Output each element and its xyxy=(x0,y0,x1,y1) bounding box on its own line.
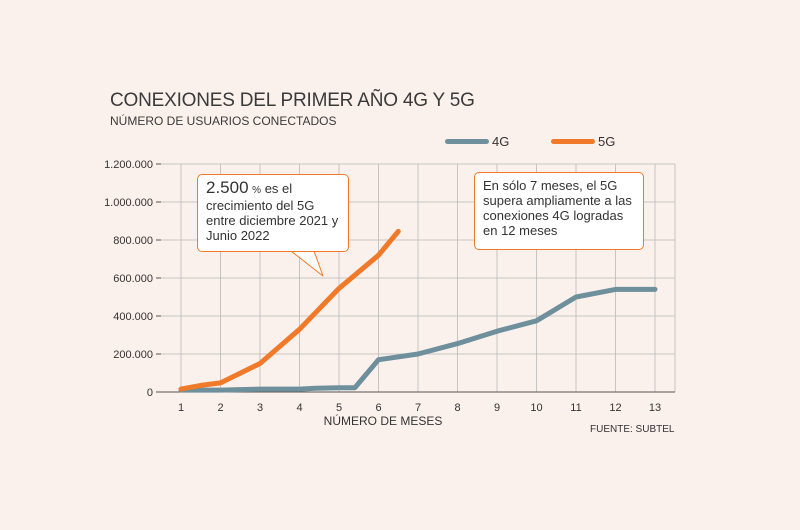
y-tick-label: 1.200.000 xyxy=(104,159,153,171)
legend-swatch-5g xyxy=(551,138,595,144)
y-tick-label: 1.000.000 xyxy=(104,197,153,209)
x-axis-label: NÚMERO DE MESES xyxy=(324,413,443,428)
series-line-4g xyxy=(178,286,658,393)
callout-growth: 2.500 % es el crecimiento del 5G entre d… xyxy=(197,174,349,252)
callout-pointer xyxy=(290,250,324,277)
x-tick-label: 7 xyxy=(415,402,421,414)
legend-label-5g: 5G xyxy=(598,133,616,149)
y-tick-label: 200.000 xyxy=(113,349,153,361)
legend-item-4g: 4G xyxy=(445,133,509,149)
legend-label-4g: 4G xyxy=(492,133,510,149)
x-tick-label: 9 xyxy=(494,402,500,414)
x-tick-label: 13 xyxy=(649,402,661,414)
chart-subtitle: NÚMERO DE USUARIOS CONECTADOS xyxy=(110,114,337,128)
callout-growth-text: es el crecimiento del 5G entre diciembre… xyxy=(206,181,339,243)
y-tick-label: 800.000 xyxy=(113,235,153,247)
x-tick-label: 2 xyxy=(217,402,223,414)
x-tick-label: 8 xyxy=(454,402,460,414)
x-tick-label: 10 xyxy=(530,402,542,414)
legend-swatch-4g xyxy=(445,138,489,144)
y-tick-label: 400.000 xyxy=(113,311,153,323)
callout-growth-number: 2.500 xyxy=(206,178,249,197)
legend-item-5g: 5G xyxy=(551,133,615,149)
x-tick-label: 6 xyxy=(375,402,381,414)
x-tick-label: 12 xyxy=(609,402,621,414)
series-line-5g xyxy=(178,228,401,392)
x-tick-label: 11 xyxy=(570,402,581,414)
callout-comparison-text: En sólo 7 meses, el 5G supera ampliament… xyxy=(483,178,632,238)
x-tick-label: 5 xyxy=(336,402,342,414)
x-tick-label: 3 xyxy=(257,402,263,414)
source-note: FUENTE: SUBTEL xyxy=(590,424,675,435)
chart-title: CONEXIONES DEL PRIMER AÑO 4G Y 5G xyxy=(110,90,475,111)
y-tick-label: 600.000 xyxy=(113,273,153,285)
callout-comparison: En sólo 7 meses, el 5G supera ampliament… xyxy=(474,172,644,250)
x-tick-label: 1 xyxy=(178,402,184,414)
x-tick-label: 4 xyxy=(296,402,302,414)
y-tick-label: 0 xyxy=(147,387,153,399)
callout-growth-percent: % xyxy=(252,185,262,196)
